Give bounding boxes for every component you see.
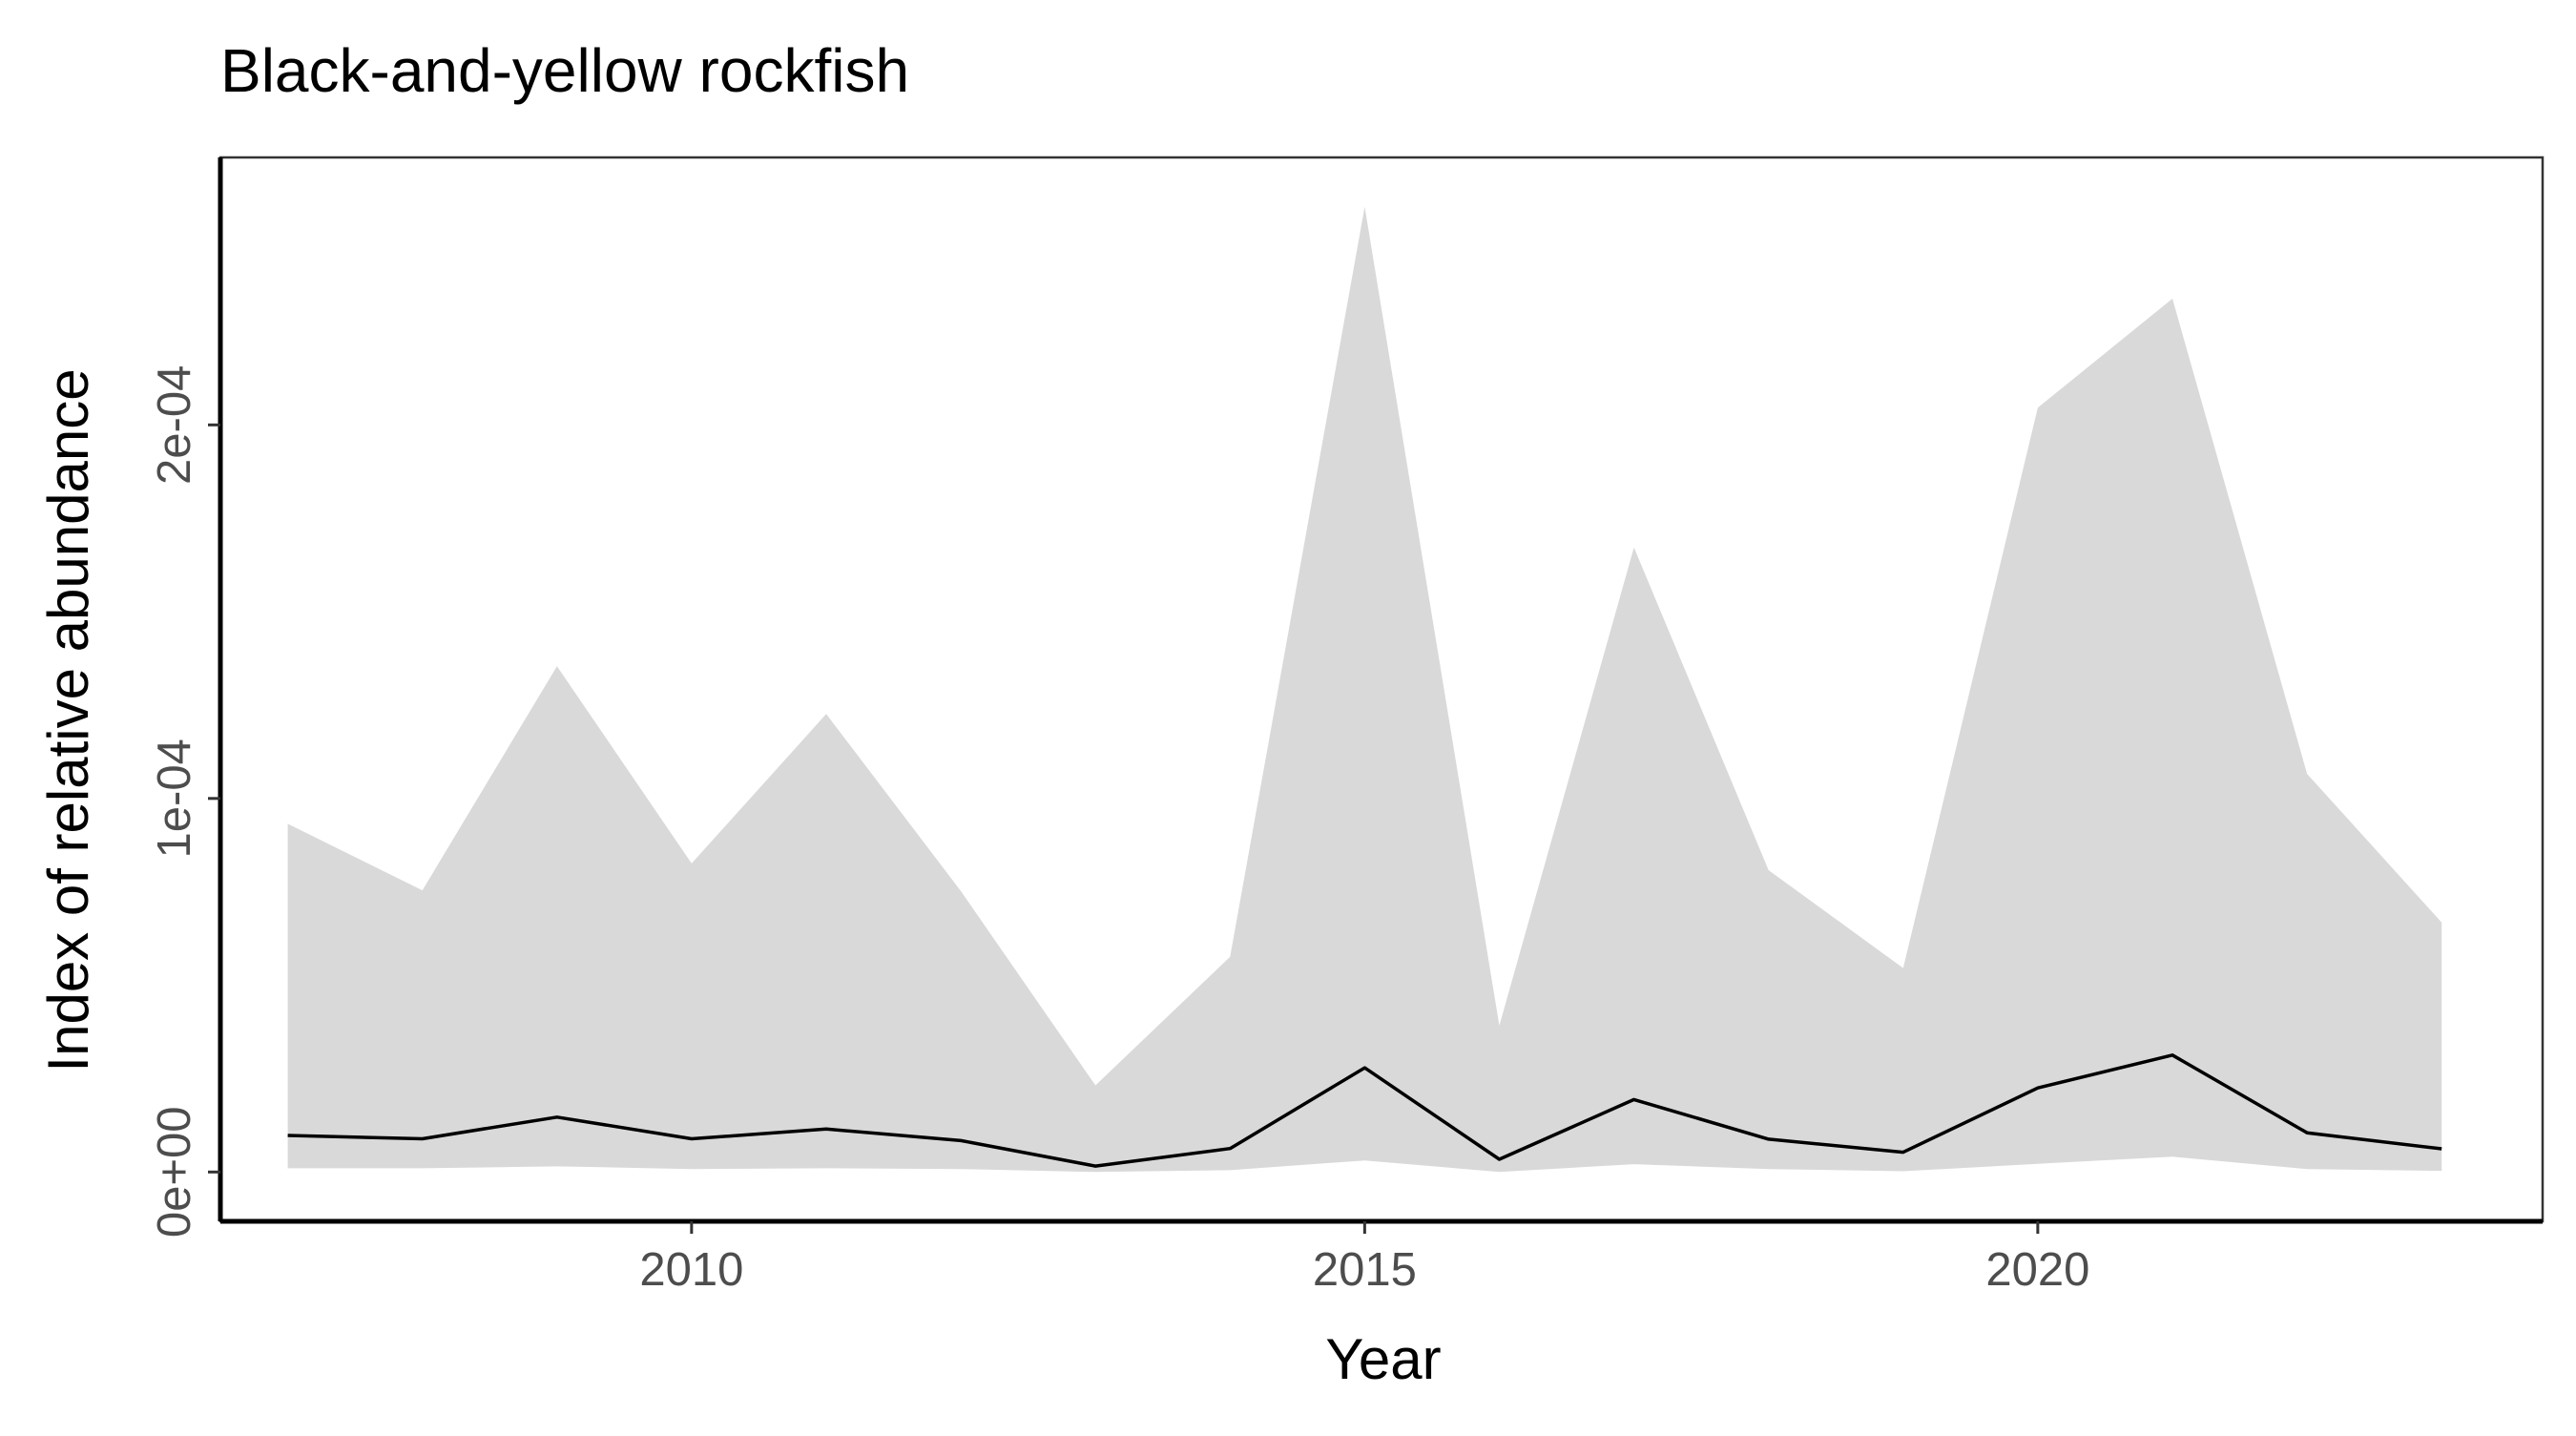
plot-area <box>286 206 2443 1173</box>
y-tick-label-2: 2e-04 <box>149 365 200 485</box>
data-point-2021 <box>2171 1053 2174 1057</box>
data-point-2011 <box>824 1127 828 1131</box>
index-line <box>287 1053 2442 1168</box>
data-point-2010 <box>690 1137 694 1141</box>
y-axis-title: Index of relative abundance <box>36 368 100 1072</box>
data-point-2007 <box>286 1134 290 1137</box>
axes: 2010 2015 2020 0e+00 1e-04 2e-04 <box>149 156 2545 1296</box>
x-tick-label-2020: 2020 <box>1985 1244 2089 1296</box>
data-point-2013 <box>1093 1164 1097 1168</box>
data-point-2022 <box>2305 1131 2309 1134</box>
data-point-2023 <box>2440 1147 2443 1151</box>
chart-title: Black-and-yellow rockfish <box>220 36 909 105</box>
x-tick-label-2015: 2015 <box>1313 1244 1417 1296</box>
data-point-2019 <box>1901 1151 1905 1155</box>
data-point-2017 <box>1632 1097 1636 1101</box>
data-point-2012 <box>959 1138 963 1142</box>
data-point-2014 <box>1228 1147 1232 1151</box>
confidence-ribbon <box>287 206 2442 1173</box>
data-point-2016 <box>1498 1157 1502 1161</box>
y-tick-label-0: 0e+00 <box>149 1106 200 1238</box>
x-tick-label-2010: 2010 <box>639 1244 743 1296</box>
data-point-2020 <box>2036 1086 2040 1090</box>
y-tick-label-1: 1e-04 <box>149 739 200 858</box>
data-point-2008 <box>421 1137 425 1141</box>
data-point-2009 <box>555 1115 559 1119</box>
data-point-2015 <box>1362 1066 1366 1070</box>
x-axis-title: Year <box>1325 1327 1441 1391</box>
data-point-2018 <box>1767 1137 1771 1141</box>
